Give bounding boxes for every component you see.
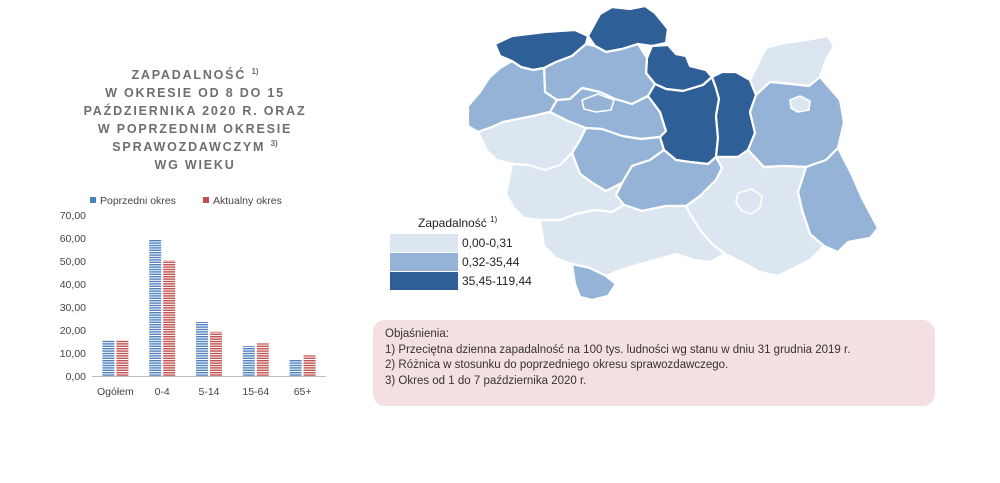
notes-box: Objaśnienia: 1) Przeciętna dzienna zapad…	[373, 320, 935, 406]
x-tick-label: 0-4	[155, 386, 170, 398]
note-1: 1) Przeciętna dzienna zapadalność na 100…	[385, 343, 851, 356]
map-region-south-east-inner	[684, 148, 826, 278]
title-line-4: W POPRZEDNIM OKRESIE	[97, 122, 293, 136]
y-tick-label: 20,00	[60, 325, 86, 337]
title-line-5: SPRAWOZDAWCZYM	[112, 140, 266, 154]
chart-title: ZAPADALNOŚĆ 1) W OKRESIE OD 8 DO 15 PAŹD…	[40, 66, 350, 174]
legend-swatch	[203, 197, 209, 203]
title-line-2: W OKRESIE OD 8 DO 15	[105, 86, 285, 100]
x-tick-label: Ogółem	[97, 386, 134, 398]
x-tick-label: 65+	[294, 386, 312, 398]
y-tick-label: 40,00	[60, 279, 86, 291]
map-legend-swatch-low	[390, 234, 458, 252]
title-footnote-3: 3)	[270, 139, 278, 148]
notes-heading: Objaśnienia:	[385, 328, 449, 340]
y-tick-label: 30,00	[60, 302, 86, 314]
map-city-1	[581, 93, 615, 113]
bar-chart: Poprzedni okres Aktualny okres 70,00 60,00 5…	[60, 195, 326, 398]
map-legend-title: Zapadalność 1)	[418, 215, 498, 231]
title-line-3: PAŹDZIERNIKA 2020 R. ORAZ	[83, 104, 307, 118]
y-tick-label: 50,00	[60, 256, 86, 268]
map-city-3	[789, 95, 811, 113]
title-line-1: ZAPADALNOŚĆ	[131, 68, 247, 82]
x-tick-label: 5-14	[198, 386, 219, 398]
bar	[116, 340, 129, 376]
note-2: 2) Różnica w stosunku do poprzedniego ok…	[385, 359, 729, 371]
bar	[256, 343, 269, 376]
y-tick-label: 0,00	[66, 371, 87, 383]
map-legend-swatch-high	[390, 272, 458, 290]
legend-label: Poprzedni okres	[100, 195, 176, 207]
map-legend-title-footnote: 1)	[490, 215, 498, 224]
title-line-6: WG WIEKU	[154, 158, 236, 172]
map-legend-item-high: 35,45-119,44	[390, 272, 550, 290]
bar	[210, 331, 222, 376]
bar	[149, 239, 162, 376]
map-region-east-far	[746, 75, 846, 169]
map-city-2	[735, 188, 763, 215]
map-legend-label-high: 35,45-119,44	[462, 274, 532, 288]
map-legend-item-medium: 0,32-35,44	[390, 253, 550, 271]
bar	[303, 355, 316, 376]
note-3: 3) Okres od 1 do 7 października 2020 r.	[385, 374, 587, 387]
legend-swatch	[90, 197, 96, 203]
map-legend-item-low: 0,00-0,31	[390, 234, 550, 252]
y-tick-label: 70,00	[60, 210, 86, 222]
bar	[102, 340, 115, 376]
legend-label: Aktualny okres	[213, 195, 282, 207]
bar	[163, 260, 176, 376]
map-legend-label-low: 0,00-0,31	[462, 236, 513, 250]
map-legend-swatch-medium	[390, 253, 458, 271]
y-tick-label: 10,00	[60, 348, 86, 360]
map-region-south-west-corner	[570, 262, 618, 302]
map-legend-title-text: Zapadalność	[418, 216, 487, 230]
y-tick-label: 60,00	[60, 233, 86, 245]
map-legend-label-medium: 0,32-35,44	[462, 255, 520, 269]
bar	[289, 359, 302, 376]
map-region-south-west	[504, 151, 626, 222]
x-tick-label: 15-64	[242, 386, 269, 398]
bar	[242, 346, 255, 376]
bar	[196, 321, 208, 376]
title-footnote-1: 1)	[251, 67, 259, 76]
